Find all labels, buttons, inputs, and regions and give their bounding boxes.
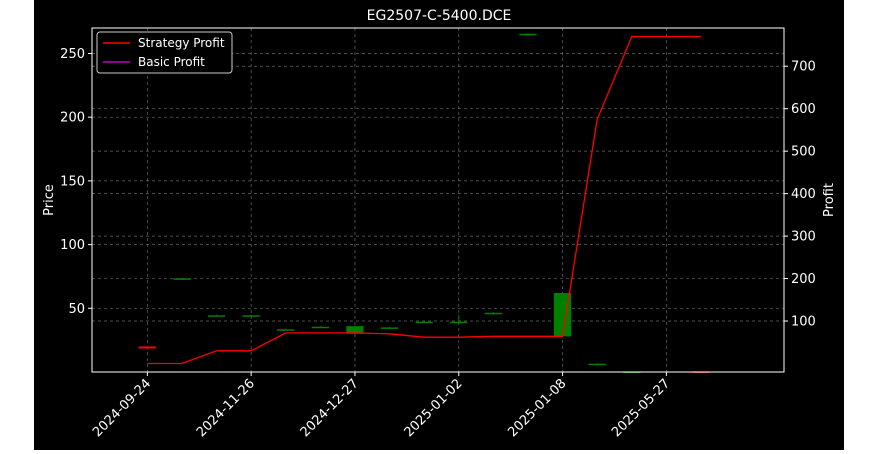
x-tick-label: 2025-01-08 (505, 376, 569, 440)
x-tick-label: 2024-11-26 (194, 376, 258, 440)
legend-strategy-label: Strategy Profit (138, 36, 225, 50)
x-tick-label: 2024-09-24 (90, 376, 154, 440)
candle-body (277, 329, 295, 331)
candle-body (138, 346, 157, 349)
y-axis-label-right: Profit (822, 183, 837, 217)
y-tick-label-left: 50 (68, 302, 85, 317)
candle-body (415, 321, 433, 324)
candle-body (553, 293, 572, 337)
y-tick-label-right: 500 (791, 145, 816, 160)
candle-body (207, 315, 226, 317)
legend-box (96, 31, 233, 74)
strategy-profit-line (147, 35, 701, 365)
y-tick-label-left: 250 (60, 47, 85, 62)
candles (138, 33, 710, 373)
candle-body (311, 326, 330, 329)
candle-body (346, 326, 364, 334)
chart-figure: EG2507-C-5400.DCE 50 100 150 200 250 100 200 30… (34, 0, 844, 450)
profit-lines (147, 35, 701, 365)
legend-basic-label: Basic Profit (138, 55, 205, 69)
legend: Strategy Profit Basic Profit (96, 31, 233, 74)
candlestick-chart: EG2507-C-5400.DCE 50 100 150 200 250 100 200 30… (42, 8, 837, 440)
y-tick-label-right: 300 (791, 230, 816, 245)
y-axis-label-left: Price (42, 184, 57, 216)
candle-body (173, 278, 191, 280)
plot-frame (91, 27, 785, 373)
y-tick-label-right: 600 (791, 102, 816, 117)
y-tick-label-right: 700 (791, 60, 816, 75)
y-tick-label-left: 200 (60, 111, 85, 126)
grid-lines (92, 28, 784, 372)
x-tick-label: 2024-12-27 (298, 376, 362, 440)
candle-body (380, 327, 399, 329)
y-tick-label-left: 150 (60, 174, 85, 189)
candle-body (450, 321, 468, 324)
axes: 50 100 150 200 250 100 200 300 400 500 600 700 2024-… (60, 47, 816, 440)
candle-body (242, 315, 260, 317)
y-tick-label-left: 100 (60, 238, 85, 253)
candle-body (484, 312, 503, 315)
y-tick-label-right: 100 (791, 315, 816, 330)
y-tick-label-right: 200 (791, 272, 816, 287)
x-tick-label: 2025-01-02 (402, 376, 466, 440)
candle-body (588, 363, 606, 366)
y-tick-label-right: 400 (791, 187, 816, 202)
chart-title: EG2507-C-5400.DCE (367, 8, 512, 24)
x-tick-label: 2025-05-27 (609, 376, 673, 440)
candle-body (519, 33, 537, 36)
